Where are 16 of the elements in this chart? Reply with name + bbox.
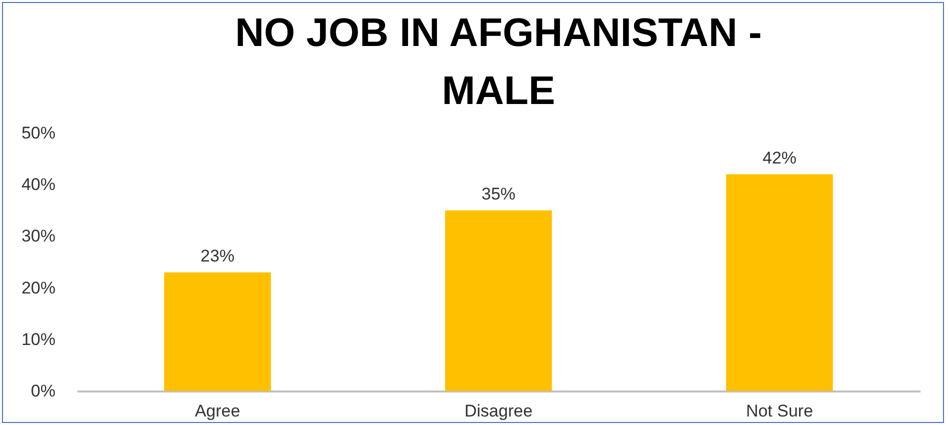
data-label: 42% (762, 148, 797, 168)
y-tick-label: 30% (21, 226, 56, 246)
y-tick-label: 20% (21, 278, 56, 298)
x-tick-label: Disagree (464, 402, 533, 420)
chart-title: NO JOB IN AFGHANISTAN - MALE (235, 11, 762, 113)
data-label: 23% (200, 246, 235, 266)
y-tick-label: 40% (21, 175, 56, 194)
x-tick-label: Not Sure (746, 402, 814, 420)
data-label: 35% (481, 184, 516, 204)
y-tick-label: 50% (21, 124, 56, 142)
bar (726, 174, 833, 391)
x-tick-label: Agree (194, 402, 240, 420)
bar (164, 272, 271, 391)
y-tick-label: 10% (21, 330, 56, 349)
bar (445, 210, 552, 391)
y-tick-label: 0% (30, 382, 56, 400)
